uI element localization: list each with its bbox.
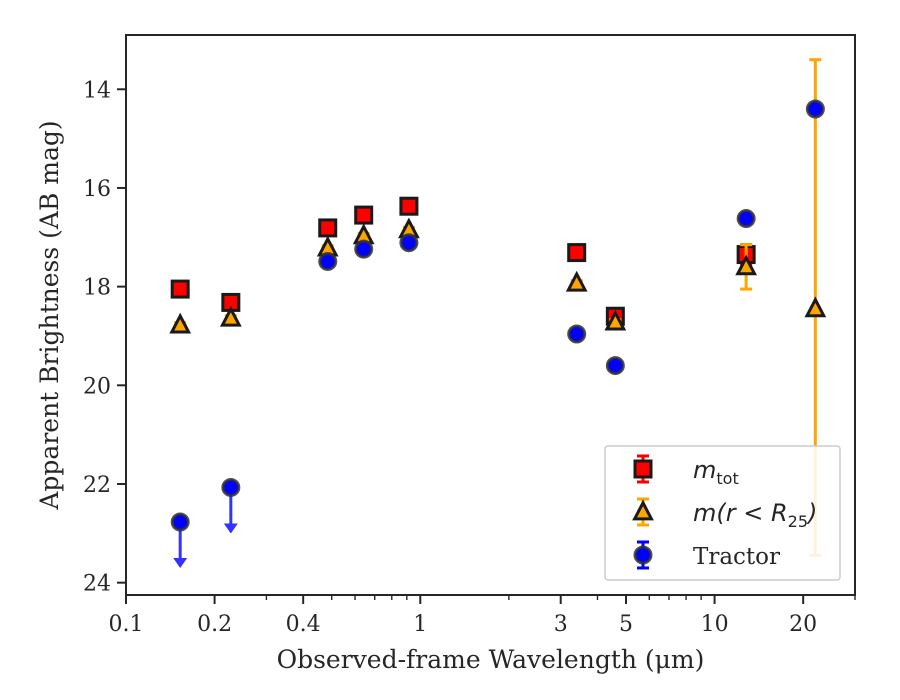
- data-point-mtot: [170, 279, 190, 299]
- legend-entry-tractor: Tractor: [633, 540, 780, 570]
- y-tick-label: 14: [83, 78, 111, 103]
- x-tick-label: 0.4: [286, 612, 321, 637]
- data-point-tractor: [736, 209, 756, 229]
- upper-limit-arrowhead: [173, 557, 188, 568]
- legend-label: Tractor: [693, 544, 780, 570]
- data-point-m-r25: [219, 305, 242, 327]
- x-tick-label: 10: [701, 612, 729, 637]
- legend-marker: [633, 459, 653, 479]
- legend-label: mtot: [693, 456, 739, 488]
- x-tick-label: 0.1: [109, 612, 144, 637]
- data-point-mtot: [399, 196, 419, 216]
- series-tractor: [170, 99, 825, 568]
- legend: mtot m(r < R25) Tractor: [604, 445, 841, 581]
- x-tick-label: 5: [619, 612, 633, 637]
- data-point-mtot: [354, 205, 374, 225]
- x-tick-label: 3: [554, 612, 568, 637]
- data-point-tractor: [605, 356, 625, 376]
- data-point-tractor: [399, 233, 419, 253]
- data-point-m-r25: [565, 270, 588, 292]
- legend-box: [604, 445, 841, 581]
- data-point-mtot: [567, 243, 587, 263]
- x-tick-label: 20: [789, 612, 817, 637]
- data-point-tractor: [805, 99, 825, 119]
- data-point-tractor: [567, 324, 587, 344]
- x-axis-ticks: 0.1 0.2 0.4 1 3 5 10 20: [109, 595, 856, 637]
- data-point-tractor: [354, 239, 374, 259]
- legend-entry-mtot: mtot: [633, 454, 739, 488]
- x-axis-label: Observed-frame Wavelength (μm): [277, 645, 705, 674]
- y-tick-label: 20: [83, 374, 111, 399]
- y-tick-label: 24: [83, 572, 111, 597]
- y-axis-label: Apparent Brightness (AB mag): [35, 120, 64, 510]
- axes-layer: 0.1 0.2 0.4 1 3 5 10 20 14 16 18 20 22 24: [83, 34, 856, 637]
- legend-marker: [633, 545, 653, 565]
- y-tick-label: 16: [83, 177, 111, 202]
- data-point-tractor: [221, 477, 241, 497]
- data-point-m-r25: [735, 254, 758, 276]
- y-axis-ticks: 14 16 18 20 22 24: [83, 78, 126, 597]
- plot-frame: [125, 34, 856, 596]
- data-point-m-r25: [804, 296, 827, 318]
- legend-marker: [632, 499, 654, 521]
- legend-entry-m-r25: m(r < R25): [632, 497, 817, 531]
- data-point-m-r25: [604, 309, 627, 331]
- upper-limit-arrowhead: [223, 523, 238, 534]
- series-mtot: [170, 196, 756, 326]
- data-point-mtot: [318, 218, 338, 238]
- data-point-m-r25: [169, 312, 192, 334]
- y-tick-label: 22: [83, 473, 111, 498]
- data-point-tractor: [318, 251, 338, 271]
- y-tick-label: 18: [83, 276, 111, 301]
- data-point-tractor: [170, 512, 190, 532]
- x-tick-label: 0.2: [197, 612, 232, 637]
- x-tick-label: 1: [413, 612, 427, 637]
- legend-label: m(r < R25): [693, 499, 817, 531]
